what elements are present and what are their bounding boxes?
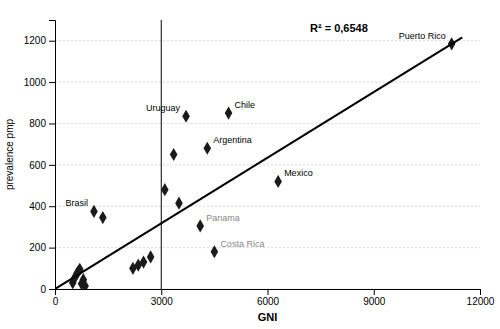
tick-mark xyxy=(49,41,55,42)
tick-mark xyxy=(374,289,375,295)
point-label: Chile xyxy=(235,100,256,110)
x-axis: 0 3000 6000 9000 12000 xyxy=(53,289,495,307)
tick-label: 3000 xyxy=(151,296,174,307)
tick: 0 xyxy=(40,284,55,295)
tick-label: 1000 xyxy=(24,77,47,88)
grid xyxy=(55,41,480,289)
tick-mark xyxy=(49,289,55,290)
tick-mark xyxy=(268,289,269,295)
point xyxy=(203,142,211,155)
point-label: Mexico xyxy=(284,168,313,178)
point xyxy=(90,205,98,218)
y-axis-line xyxy=(49,21,56,290)
tick: 600 xyxy=(29,160,55,171)
tick: 400 xyxy=(29,201,55,212)
point-label: Argentina xyxy=(213,135,252,145)
point xyxy=(196,219,204,232)
annotation: R² = 0,6548 xyxy=(310,22,368,34)
tick-label: 1200 xyxy=(24,35,47,46)
point-label: Uruguay xyxy=(146,103,181,113)
x-axis-line xyxy=(56,290,481,296)
y-axis: 0 200 400 600 800 1000 1200 xyxy=(24,21,56,295)
tick-label: 0 xyxy=(40,284,46,295)
point-labels: Brasil Uruguay Chile Argentina Costa Rica Pan… xyxy=(65,31,445,249)
tick-label: 200 xyxy=(29,242,46,253)
tick-label: 12000 xyxy=(467,296,495,307)
chart: 0 3000 6000 9000 12000 0 200 400 600 800 1000 1200 B… xyxy=(0,0,500,329)
plot: 0 3000 6000 9000 12000 0 200 400 600 800 1000 1200 B… xyxy=(4,20,495,323)
tick-mark xyxy=(49,82,55,83)
tick: 1000 xyxy=(24,77,55,88)
tick-label: 9000 xyxy=(363,296,386,307)
point xyxy=(140,256,148,269)
point xyxy=(211,245,219,258)
tick-label: 400 xyxy=(29,201,46,212)
tick-label: 800 xyxy=(29,118,46,129)
y-axis-title: prevalence pmp xyxy=(4,118,15,190)
grid-line xyxy=(55,206,480,207)
grid-line xyxy=(55,123,480,124)
tick-mark xyxy=(49,165,55,166)
tick-label: 6000 xyxy=(257,296,280,307)
trend-line xyxy=(55,37,462,289)
tick-label: 600 xyxy=(29,160,46,171)
point-label: Panama xyxy=(206,213,240,223)
point-label: Costa Rica xyxy=(220,239,264,249)
tick: 0 xyxy=(53,289,59,307)
grid-line xyxy=(55,247,480,248)
point xyxy=(225,107,233,120)
grid-line xyxy=(55,164,480,165)
tick-mark xyxy=(480,289,481,295)
grid-line xyxy=(55,82,480,83)
tick-label: 0 xyxy=(53,296,59,307)
tick-mark xyxy=(49,206,55,207)
reference-line xyxy=(161,20,162,289)
point xyxy=(175,197,183,210)
point xyxy=(182,110,190,123)
tick-mark xyxy=(49,248,55,249)
point xyxy=(170,148,178,161)
point-label: Brasil xyxy=(65,198,88,208)
point xyxy=(99,211,107,224)
tick: 6000 xyxy=(257,289,280,307)
tick: 3000 xyxy=(151,289,174,307)
point xyxy=(147,250,155,263)
point-label: Puerto Rico xyxy=(399,31,446,41)
tick-mark xyxy=(161,289,162,295)
tick: 12000 xyxy=(467,289,495,307)
tick: 800 xyxy=(29,118,55,129)
tick: 1200 xyxy=(24,35,55,46)
x-axis-title: GNI xyxy=(258,311,278,323)
point xyxy=(274,175,282,188)
tick: 9000 xyxy=(363,289,386,307)
tick: 200 xyxy=(29,242,55,253)
point xyxy=(81,279,89,289)
tick-mark xyxy=(49,123,55,124)
marks xyxy=(55,20,462,289)
point xyxy=(161,183,169,196)
